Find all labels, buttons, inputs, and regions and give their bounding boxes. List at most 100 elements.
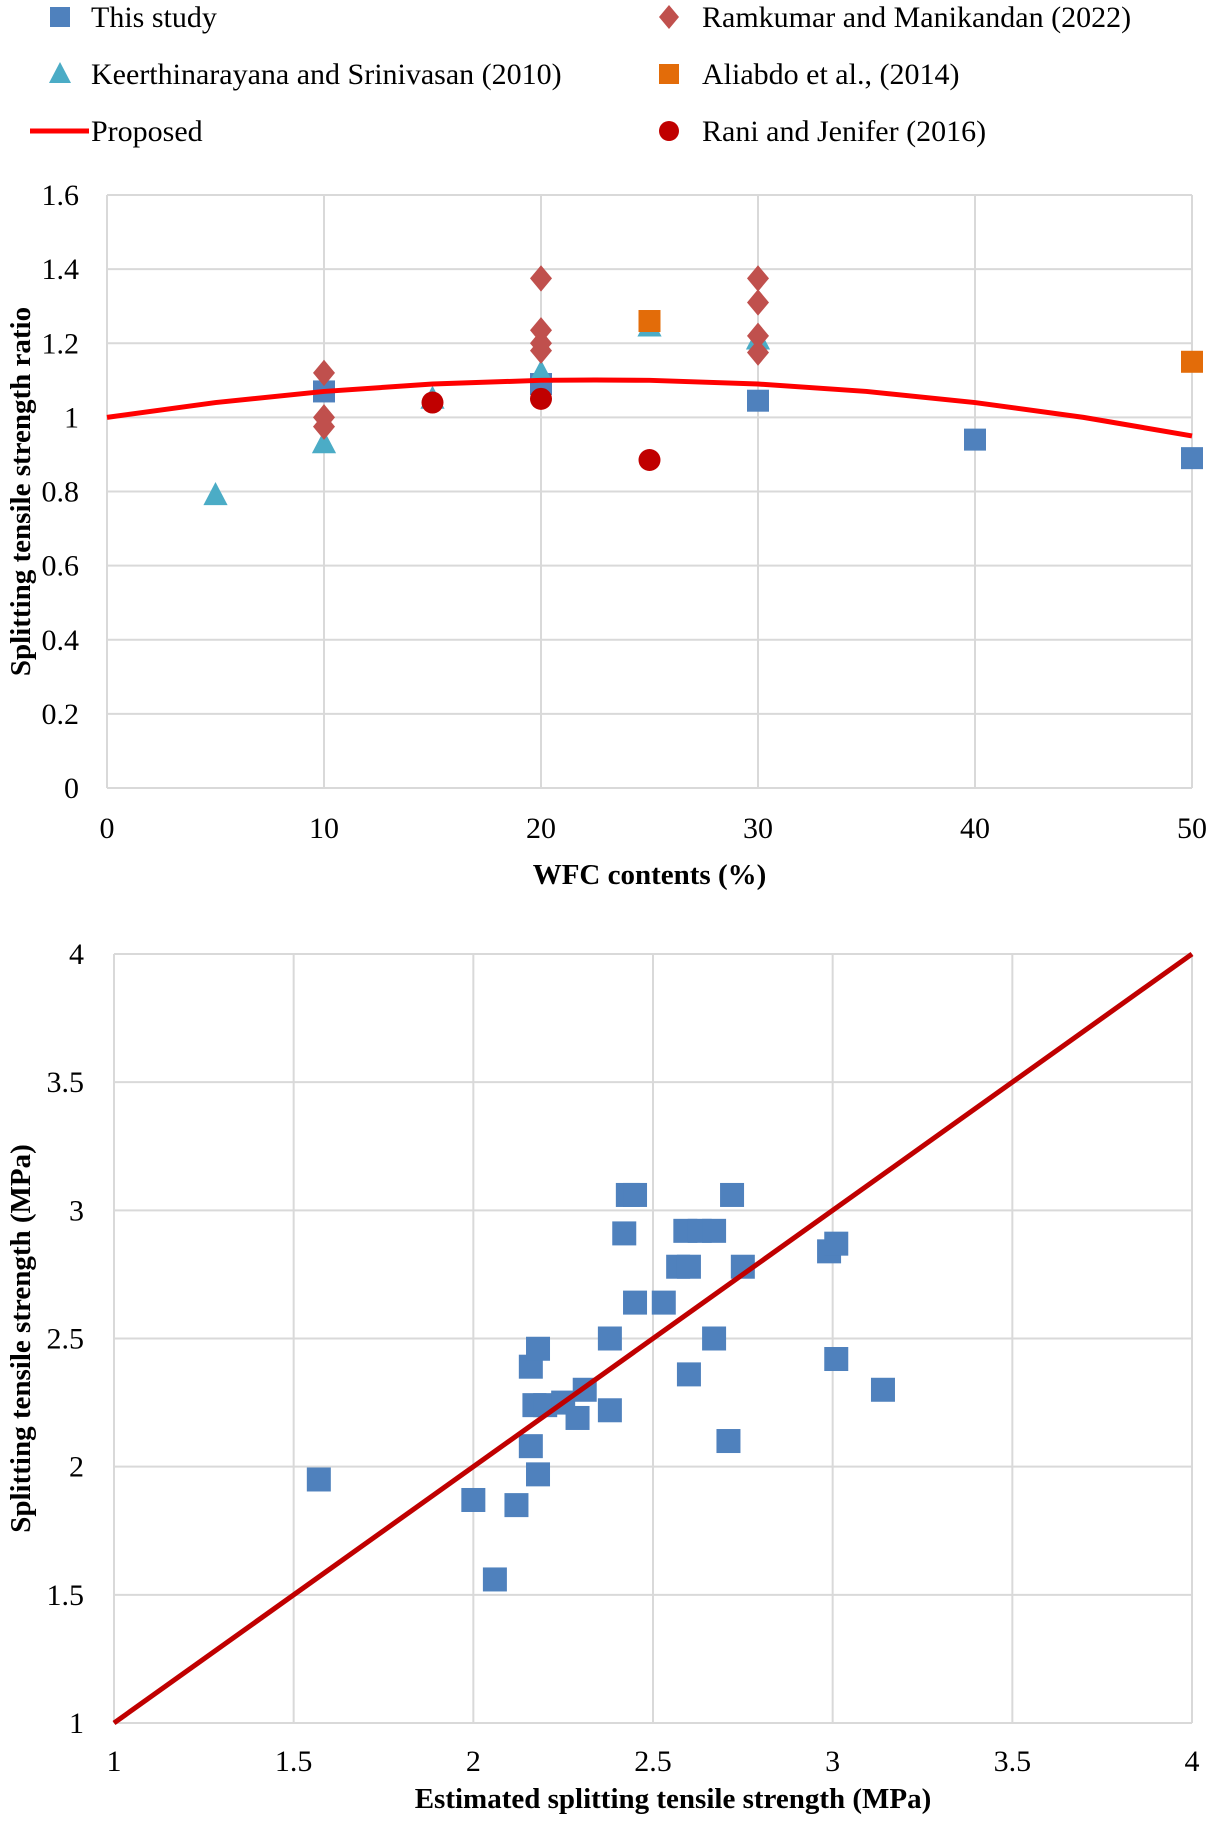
data-point [482, 1567, 507, 1592]
data-point [747, 289, 769, 316]
legend-label: Ramkumar and Manikandan (2022) [702, 1, 1131, 34]
data-point [747, 265, 769, 292]
x-tick-label: 30 [743, 812, 773, 845]
data-point [526, 1462, 551, 1487]
y-tick-label: 0.2 [42, 698, 80, 731]
data-point [676, 1254, 701, 1279]
data-point [530, 265, 552, 292]
data-point [747, 389, 769, 412]
series-1 [112, 951, 1194, 1726]
data-point [638, 310, 661, 333]
legend-label: Proposed [91, 115, 203, 148]
data-point [518, 1434, 543, 1459]
data-point [964, 428, 986, 451]
data-point [526, 1336, 551, 1361]
series-aliabdo-et-al-2014- [638, 310, 1203, 373]
data-point [747, 322, 769, 350]
y-tick-label: 0.8 [42, 476, 80, 509]
y-tick-label: 0 [64, 772, 79, 805]
data-point [504, 1493, 529, 1518]
series-ramkumar-and-manikandan-2022- [313, 265, 769, 440]
data-point [612, 1221, 637, 1246]
x-tick-label: 50 [1177, 812, 1207, 845]
x-tick-label: 0 [100, 812, 115, 845]
legend-square-swatch [50, 7, 70, 27]
x-tick-label: 3.5 [994, 1745, 1032, 1778]
x-tick-label: 4 [1185, 1745, 1200, 1778]
data-point [824, 1347, 849, 1372]
y-axis-label: Splitting tensile strength ratio [5, 307, 37, 676]
legend-item: Aliabdo et al., (2014) [659, 58, 959, 91]
y-tick-label: 1.5 [47, 1579, 85, 1612]
y-tick-label: 1.6 [42, 179, 80, 212]
legend-diamond-swatch [659, 5, 679, 29]
data-point [651, 1290, 676, 1315]
data-point [530, 387, 552, 410]
legend-label: Rani and Jenifer (2016) [702, 115, 986, 148]
data-point [1181, 350, 1203, 373]
data-point [720, 1182, 745, 1207]
data-point [702, 1218, 727, 1243]
y-tick-label: 3 [69, 1194, 84, 1227]
x-tick-label: 1 [107, 1745, 122, 1778]
legend-triangle-swatch [49, 62, 71, 83]
data-point [421, 391, 444, 414]
data-point [676, 1362, 701, 1387]
data-point [565, 1405, 590, 1430]
series-line [106, 377, 1193, 439]
data-point [597, 1326, 622, 1351]
data-point [461, 1487, 486, 1512]
x-tick-label: 2 [466, 1745, 481, 1778]
chart-2: 1 1.5 2 2.5 3 3.5 4 1 1.5 2 2.5 3 3.5 4 Estimated spli… [5, 938, 1200, 1815]
data-point [623, 1290, 648, 1315]
data-point [313, 359, 335, 387]
y-tick-label: 0.6 [42, 550, 80, 583]
legend-label: Keerthinarayana and Srinivasan (2010) [91, 58, 562, 91]
y-tick-label: 2 [69, 1451, 84, 1484]
x-axis-label: Estimated splitting tensile strength (MP… [415, 1783, 932, 1815]
y-tick-label: 4 [69, 938, 84, 971]
y-tick-label: 1 [64, 401, 79, 434]
data-point [747, 339, 769, 366]
legend-item: Proposed [30, 115, 203, 148]
data-point [1181, 447, 1203, 470]
y-tick-label: 1 [69, 1707, 84, 1740]
legend: This study Keerthinarayana and Srinivasan… [30, 1, 1131, 148]
series-line [112, 951, 1194, 1726]
data-point [824, 1231, 849, 1256]
series-0 [306, 1182, 895, 1592]
data-point [597, 1398, 622, 1423]
data-point [638, 448, 661, 471]
x-tick-label: 20 [526, 812, 556, 845]
y-tick-label: 1.2 [42, 327, 80, 360]
data-point [870, 1377, 895, 1402]
y-tick-label: 2.5 [47, 1323, 85, 1356]
legend-label: Aliabdo et al., (2014) [702, 58, 959, 91]
legend-circle-swatch [659, 121, 679, 141]
x-tick-label: 2.5 [634, 1745, 672, 1778]
data-point [716, 1429, 741, 1454]
series-keerthinarayana-and-srinivasan-2010- [203, 313, 771, 506]
legend-square-swatch [659, 64, 679, 84]
x-tick-label: 40 [960, 812, 990, 845]
legend-item: Keerthinarayana and Srinivasan (2010) [49, 58, 562, 91]
legend-label: This study [91, 1, 217, 34]
legend-item: Ramkumar and Manikandan (2022) [659, 1, 1131, 34]
legend-item: This study [50, 1, 217, 34]
x-tick-label: 1.5 [275, 1745, 313, 1778]
data-point [306, 1467, 331, 1492]
chart-1: 0 10 20 30 40 50 0 0.2 0.4 0.6 0.8 1 1.2 1.4 1.6 WFC co… [5, 179, 1207, 891]
series-rani-and-jenifer-2016- [421, 387, 661, 471]
x-axis-label: WFC contents (%) [533, 859, 767, 891]
data-point [203, 482, 228, 506]
y-tick-label: 1.4 [42, 253, 80, 286]
data-point [623, 1182, 648, 1207]
data-point [702, 1326, 727, 1351]
data-point [528, 359, 554, 383]
y-axis-label: Splitting tensile strength (MPa) [5, 1144, 37, 1533]
x-tick-label: 3 [825, 1745, 840, 1778]
legend-item: Rani and Jenifer (2016) [659, 115, 986, 148]
data-point [530, 337, 552, 364]
data-point [311, 430, 337, 454]
